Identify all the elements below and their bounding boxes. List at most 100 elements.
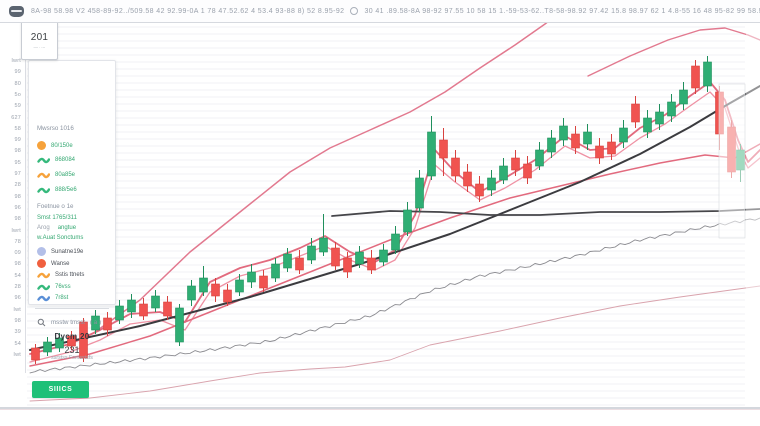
- candle-body-down: [367, 257, 376, 271]
- stocks-buy-button[interactable]: SIIICS: [32, 381, 89, 398]
- indicators-legend-panel: Mwsrso 1016 80/150e 868084 80a85e 888/5e6 Fo…: [28, 60, 116, 361]
- legend-item-label: 76vss: [55, 284, 71, 290]
- slow-ma-black: [331, 208, 760, 217]
- lower-envelope: [29, 143, 760, 367]
- upper-envelope: [94, 11, 561, 333]
- indicator-line-pink: [29, 285, 760, 402]
- price-axis-divider: [25, 55, 26, 373]
- candle-body-up: [319, 237, 328, 253]
- candle-body-down: [571, 133, 580, 149]
- candle-body-down: [67, 335, 76, 347]
- price-axis-label: 99: [14, 137, 21, 144]
- candle-body-up: [547, 137, 556, 153]
- legend-item[interactable]: w.Auat Sonctums: [37, 235, 83, 241]
- candle-body-up: [679, 89, 688, 105]
- indicator-wave-icon: [37, 284, 50, 291]
- candle-body-up: [175, 307, 184, 343]
- price-axis-label: 98: [14, 148, 21, 155]
- legend-item[interactable]: msstw tmsst ( a ): [37, 318, 101, 327]
- candle-body-up: [307, 245, 316, 261]
- legend-item[interactable]: 231: [29, 345, 115, 355]
- right-scale-gutter: [746, 24, 760, 408]
- candle-body-down: [511, 157, 520, 171]
- legend-item-label: msstw tmsst: [51, 319, 86, 326]
- candle-body-down: [331, 247, 340, 267]
- upper-envelope-right: [587, 27, 760, 77]
- candle-body-up: [379, 249, 388, 263]
- indicator-wave-icon: [37, 272, 50, 279]
- legend-item-label: Sstis ttnets: [55, 272, 85, 278]
- legend-item-label: 80a85e: [55, 172, 76, 178]
- candle-body-up: [703, 61, 712, 87]
- candle-body-up: [271, 263, 280, 279]
- price-axis-label: 97: [14, 171, 21, 177]
- price-axis-label: 78: [14, 238, 21, 245]
- app-logo-icon[interactable]: [9, 5, 24, 17]
- candle-body-up: [199, 277, 208, 293]
- equity-line-gray: [29, 217, 760, 374]
- candle-body-up: [247, 271, 256, 283]
- legend-item-label: 231: [64, 345, 80, 355]
- indicator-wave-icon: [37, 295, 50, 302]
- candle-body-up: [487, 177, 496, 191]
- candle-body-down: [691, 65, 700, 89]
- legend-item[interactable]: Dycm 20: [29, 332, 115, 341]
- legend-item-suffix: ( a ): [90, 319, 102, 326]
- candle-body-down: [451, 157, 460, 177]
- candle-body-up: [427, 131, 436, 177]
- price-axis-label: Iwt: [13, 306, 21, 313]
- price-axis-label: 59: [14, 103, 21, 110]
- legend-item-label: 80/150e: [51, 142, 73, 149]
- legend-item[interactable]: Sstis ttnets: [37, 271, 84, 279]
- legend-item-label: Wanse: [51, 260, 70, 267]
- legend-item-label: angtue: [57, 225, 77, 231]
- indicator-dot-icon: [37, 141, 46, 150]
- candle-body-down: [163, 301, 172, 317]
- legend-item[interactable]: 80a85e: [37, 171, 75, 179]
- current-price-box[interactable]: 201 —··–: [21, 21, 58, 60]
- price-axis-label: 54: [14, 340, 21, 347]
- indicator-wave-icon: [37, 157, 50, 164]
- legend-item[interactable]: Smst 1765/311: [37, 215, 77, 221]
- price-axis-label: 39: [14, 329, 21, 336]
- legend-item[interactable]: 888/5e6: [37, 186, 77, 194]
- indicator-dot-icon: [37, 259, 46, 268]
- candle-body-down: [607, 141, 616, 155]
- ticker-strip: 8A-98 58.98 V2 458-89-92../509.58 42 92.…: [31, 7, 760, 15]
- candle-body-up: [667, 101, 676, 117]
- price-axis-label: Iwrt: [11, 58, 21, 64]
- candle-body-up: [415, 177, 424, 209]
- legend-item-label: ssrstss Fsmsstsfs: [51, 355, 93, 361]
- price-axis-label: 98: [14, 317, 21, 324]
- indicator-wave-icon: [37, 172, 50, 179]
- legend-item[interactable]: 76vss: [37, 283, 71, 291]
- candle-body-down: [211, 283, 220, 297]
- measure-overlay-box[interactable]: [718, 83, 746, 239]
- legend-item[interactable]: Sunatne19e: [37, 247, 83, 256]
- candle-body-up: [127, 299, 136, 313]
- legend-item[interactable]: Arog angtue: [37, 225, 76, 231]
- top-toolbar: 8A-98 58.98 V2 458-89-92../509.58 42 92.…: [0, 0, 760, 23]
- legend-item-label: 868084: [55, 157, 76, 163]
- price-axis-label: 96: [14, 295, 21, 302]
- price-axis-label: 28: [14, 284, 21, 290]
- legend-item[interactable]: ssrstss Fsmsstsfs: [29, 355, 115, 361]
- legend-item[interactable]: 868084: [37, 156, 75, 164]
- candle-body-up: [559, 125, 568, 141]
- candle-body-down: [439, 139, 448, 159]
- magnifier-icon[interactable]: [37, 318, 46, 327]
- candle-body-down: [103, 317, 112, 331]
- price-axis-label: 98: [14, 261, 21, 268]
- price-axis-label: 28: [14, 182, 21, 189]
- candle-body-up: [91, 315, 100, 331]
- legend-item[interactable]: Foetnue o 1e: [37, 203, 73, 210]
- record-circle-icon[interactable]: [350, 7, 359, 15]
- legend-header: Mwsrso 1016: [37, 125, 74, 132]
- legend-item[interactable]: 80/150e: [37, 141, 73, 150]
- legend-item[interactable]: Wanse: [37, 259, 69, 268]
- candle-body-up: [115, 305, 124, 321]
- legend-item[interactable]: 7r8st: [37, 294, 68, 302]
- candle-body-down: [595, 145, 604, 159]
